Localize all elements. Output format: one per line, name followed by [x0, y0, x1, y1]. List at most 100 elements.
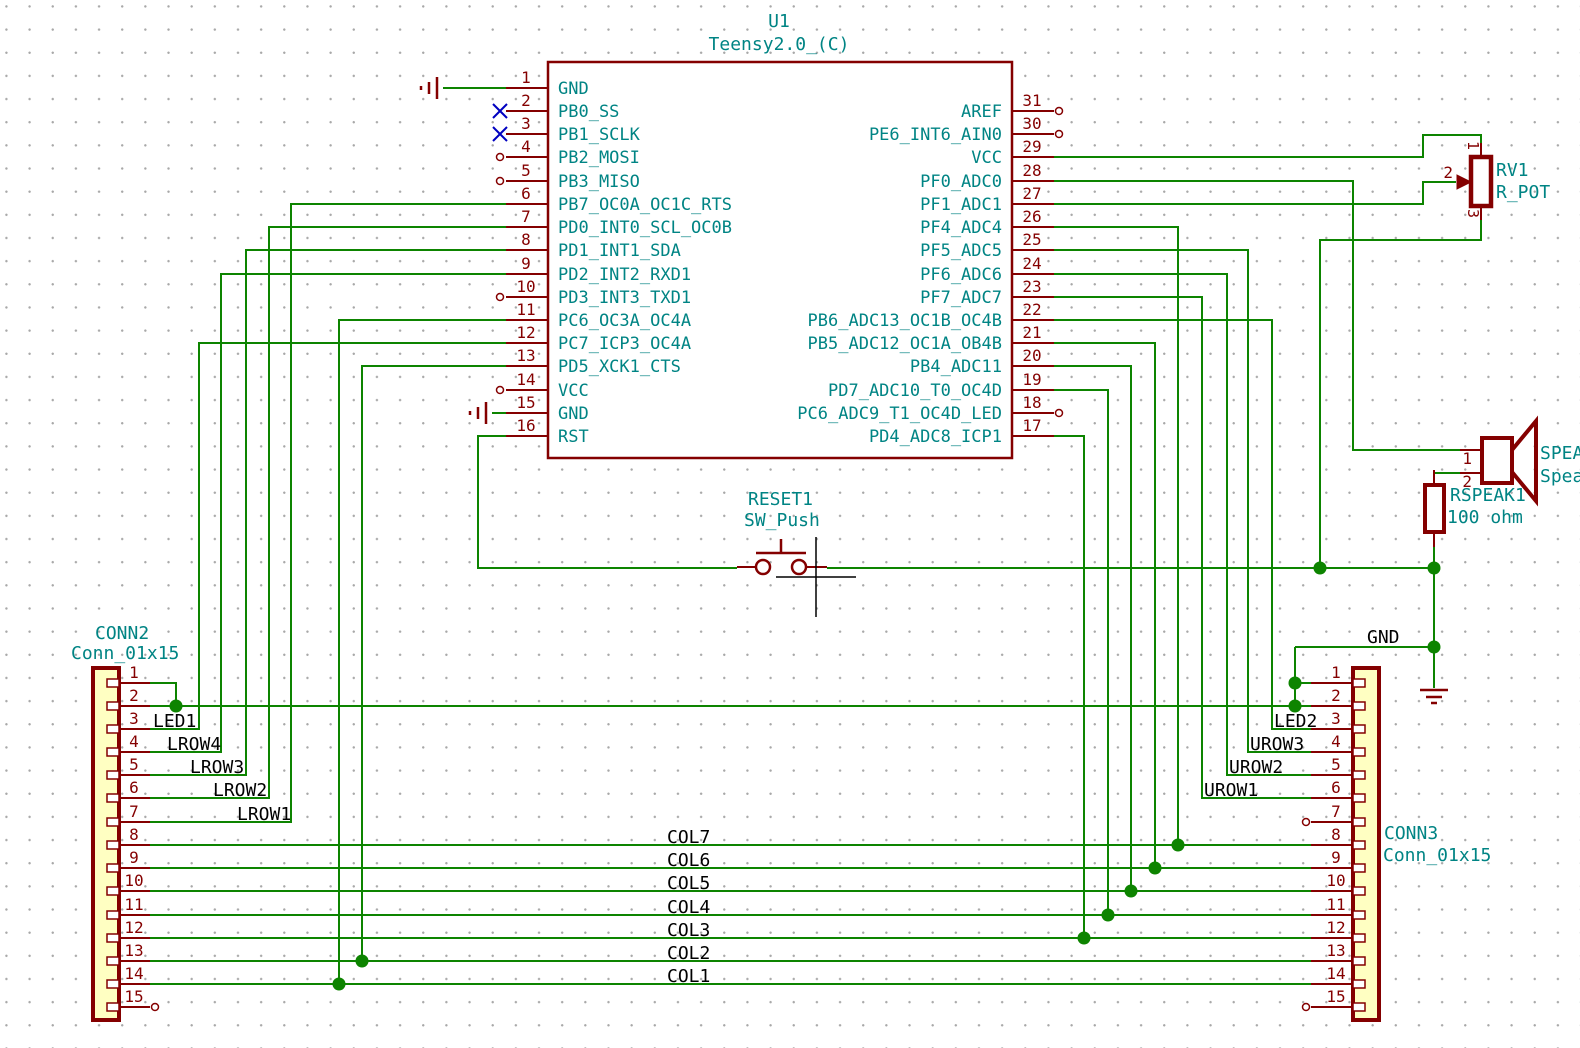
- rspeak1-value[interactable]: 100 ohm: [1447, 507, 1523, 528]
- gnd-symbols[interactable]: [419, 77, 1448, 705]
- net-label-UROW2[interactable]: UROW2: [1229, 757, 1283, 778]
- pin-number: 3: [1464, 209, 1482, 218]
- open-pin-circle: [1054, 408, 1064, 418]
- wire[interactable]: [1054, 319, 1311, 730]
- wire[interactable]: [150, 226, 506, 799]
- pin-number: 11: [124, 895, 143, 914]
- wire[interactable]: [1054, 226, 1179, 845]
- reset1-value[interactable]: SW_Push: [744, 510, 820, 531]
- net-label-COL7[interactable]: COL7: [667, 827, 710, 848]
- no-connect-x-icon: [492, 103, 508, 119]
- open-pin-circle: [150, 1002, 160, 1012]
- rv1-body[interactable]: [1468, 154, 1494, 209]
- open-pin-circle: [1054, 129, 1064, 139]
- pin-name: PB2_MOSI: [558, 148, 640, 168]
- pin-number: 9: [1331, 848, 1341, 867]
- junction-dot: [1313, 561, 1327, 575]
- wire[interactable]: [150, 342, 506, 730]
- conn3-pin-notch: [1352, 678, 1366, 688]
- junction-dot: [169, 699, 183, 713]
- pin-number: 3: [521, 114, 531, 133]
- wire[interactable]: [477, 435, 737, 569]
- pin-number: 30: [1022, 114, 1041, 133]
- wire[interactable]: [338, 319, 506, 984]
- conn3-value[interactable]: Conn_01x15: [1383, 845, 1491, 866]
- speaker-value[interactable]: Spea: [1540, 466, 1580, 487]
- conn2-reference[interactable]: CONN2: [95, 623, 149, 644]
- pin-name: VCC: [971, 148, 1002, 168]
- net-label-UROW1[interactable]: UROW1: [1204, 780, 1258, 801]
- wire[interactable]: [1054, 365, 1132, 891]
- wire[interactable]: [1054, 273, 1311, 776]
- wire[interactable]: [361, 365, 506, 961]
- pin-number: 13: [1326, 941, 1345, 960]
- wire[interactable]: [1054, 296, 1311, 799]
- net-label-GND[interactable]: GND: [1367, 627, 1400, 648]
- wire[interactable]: [150, 682, 177, 706]
- rspeak1-reference[interactable]: RSPEAK1: [1450, 485, 1526, 506]
- net-label-LROW4[interactable]: LROW4: [167, 734, 221, 755]
- net-label-COL2[interactable]: COL2: [667, 943, 710, 964]
- conn2-value[interactable]: Conn_01x15: [71, 643, 179, 664]
- net-label-COL3[interactable]: COL3: [667, 920, 710, 941]
- pin-name: GND: [558, 79, 589, 99]
- net-label-COL6[interactable]: COL6: [667, 850, 710, 871]
- net-label-COL4[interactable]: COL4: [667, 897, 710, 918]
- wire[interactable]: [1054, 134, 1482, 158]
- conn3-reference[interactable]: CONN3: [1384, 823, 1438, 844]
- pin-number: 13: [516, 346, 535, 365]
- reset1-reference[interactable]: RESET1: [748, 489, 813, 510]
- net-label-LROW2[interactable]: LROW2: [213, 780, 267, 801]
- u1-value[interactable]: Teensy2.0_(C): [709, 34, 850, 55]
- pin-number: 15: [124, 987, 143, 1006]
- conn2-pin-notch: [106, 886, 120, 896]
- net-label-LROW1[interactable]: LROW1: [237, 804, 291, 825]
- wire[interactable]: [1054, 389, 1109, 915]
- net-label-LED1[interactable]: LED1: [153, 711, 196, 732]
- speaker-body[interactable]: [1480, 436, 1514, 485]
- pin-number: 15: [516, 393, 535, 412]
- u1-reference[interactable]: U1: [768, 11, 790, 32]
- rspeak1-body[interactable]: [1423, 483, 1446, 534]
- conn2-pin-notch: [106, 979, 120, 989]
- u1-body[interactable]: [546, 60, 1014, 460]
- net-label-COL5[interactable]: COL5: [667, 873, 710, 894]
- pin-number: 7: [521, 207, 531, 226]
- wire[interactable]: [1319, 206, 1482, 568]
- crosshair-cursor-icon: [776, 537, 856, 617]
- conn3-pin-notch: [1352, 956, 1366, 966]
- net-label-COL1[interactable]: COL1: [667, 966, 710, 987]
- pin-number: 9: [521, 254, 531, 273]
- wire[interactable]: [150, 203, 506, 823]
- net-label-LED2[interactable]: LED2: [1274, 711, 1317, 732]
- pin-number: 23: [1022, 277, 1041, 296]
- wire[interactable]: [1054, 249, 1311, 753]
- wire[interactable]: [1054, 180, 1460, 451]
- wires[interactable]: [150, 87, 1482, 985]
- pin-number: 8: [1331, 825, 1341, 844]
- rv1-reference[interactable]: RV1: [1496, 160, 1529, 181]
- pin-number: 27: [1022, 184, 1041, 203]
- wire[interactable]: [1054, 342, 1156, 868]
- wire[interactable]: [1054, 435, 1085, 938]
- open-pin-circle: [495, 176, 505, 186]
- no-connect-x-icon: [492, 126, 508, 142]
- net-label-LROW3[interactable]: LROW3: [190, 757, 244, 778]
- wire[interactable]: [1054, 181, 1456, 205]
- rv1-value[interactable]: R_POT: [1496, 182, 1550, 203]
- wire[interactable]: [150, 273, 506, 753]
- junction-dot: [1148, 861, 1162, 875]
- wire[interactable]: [150, 249, 506, 776]
- junction-dot: [1288, 676, 1302, 690]
- speaker-reference[interactable]: SPEA: [1540, 443, 1580, 464]
- net-label-UROW3[interactable]: UROW3: [1250, 734, 1304, 755]
